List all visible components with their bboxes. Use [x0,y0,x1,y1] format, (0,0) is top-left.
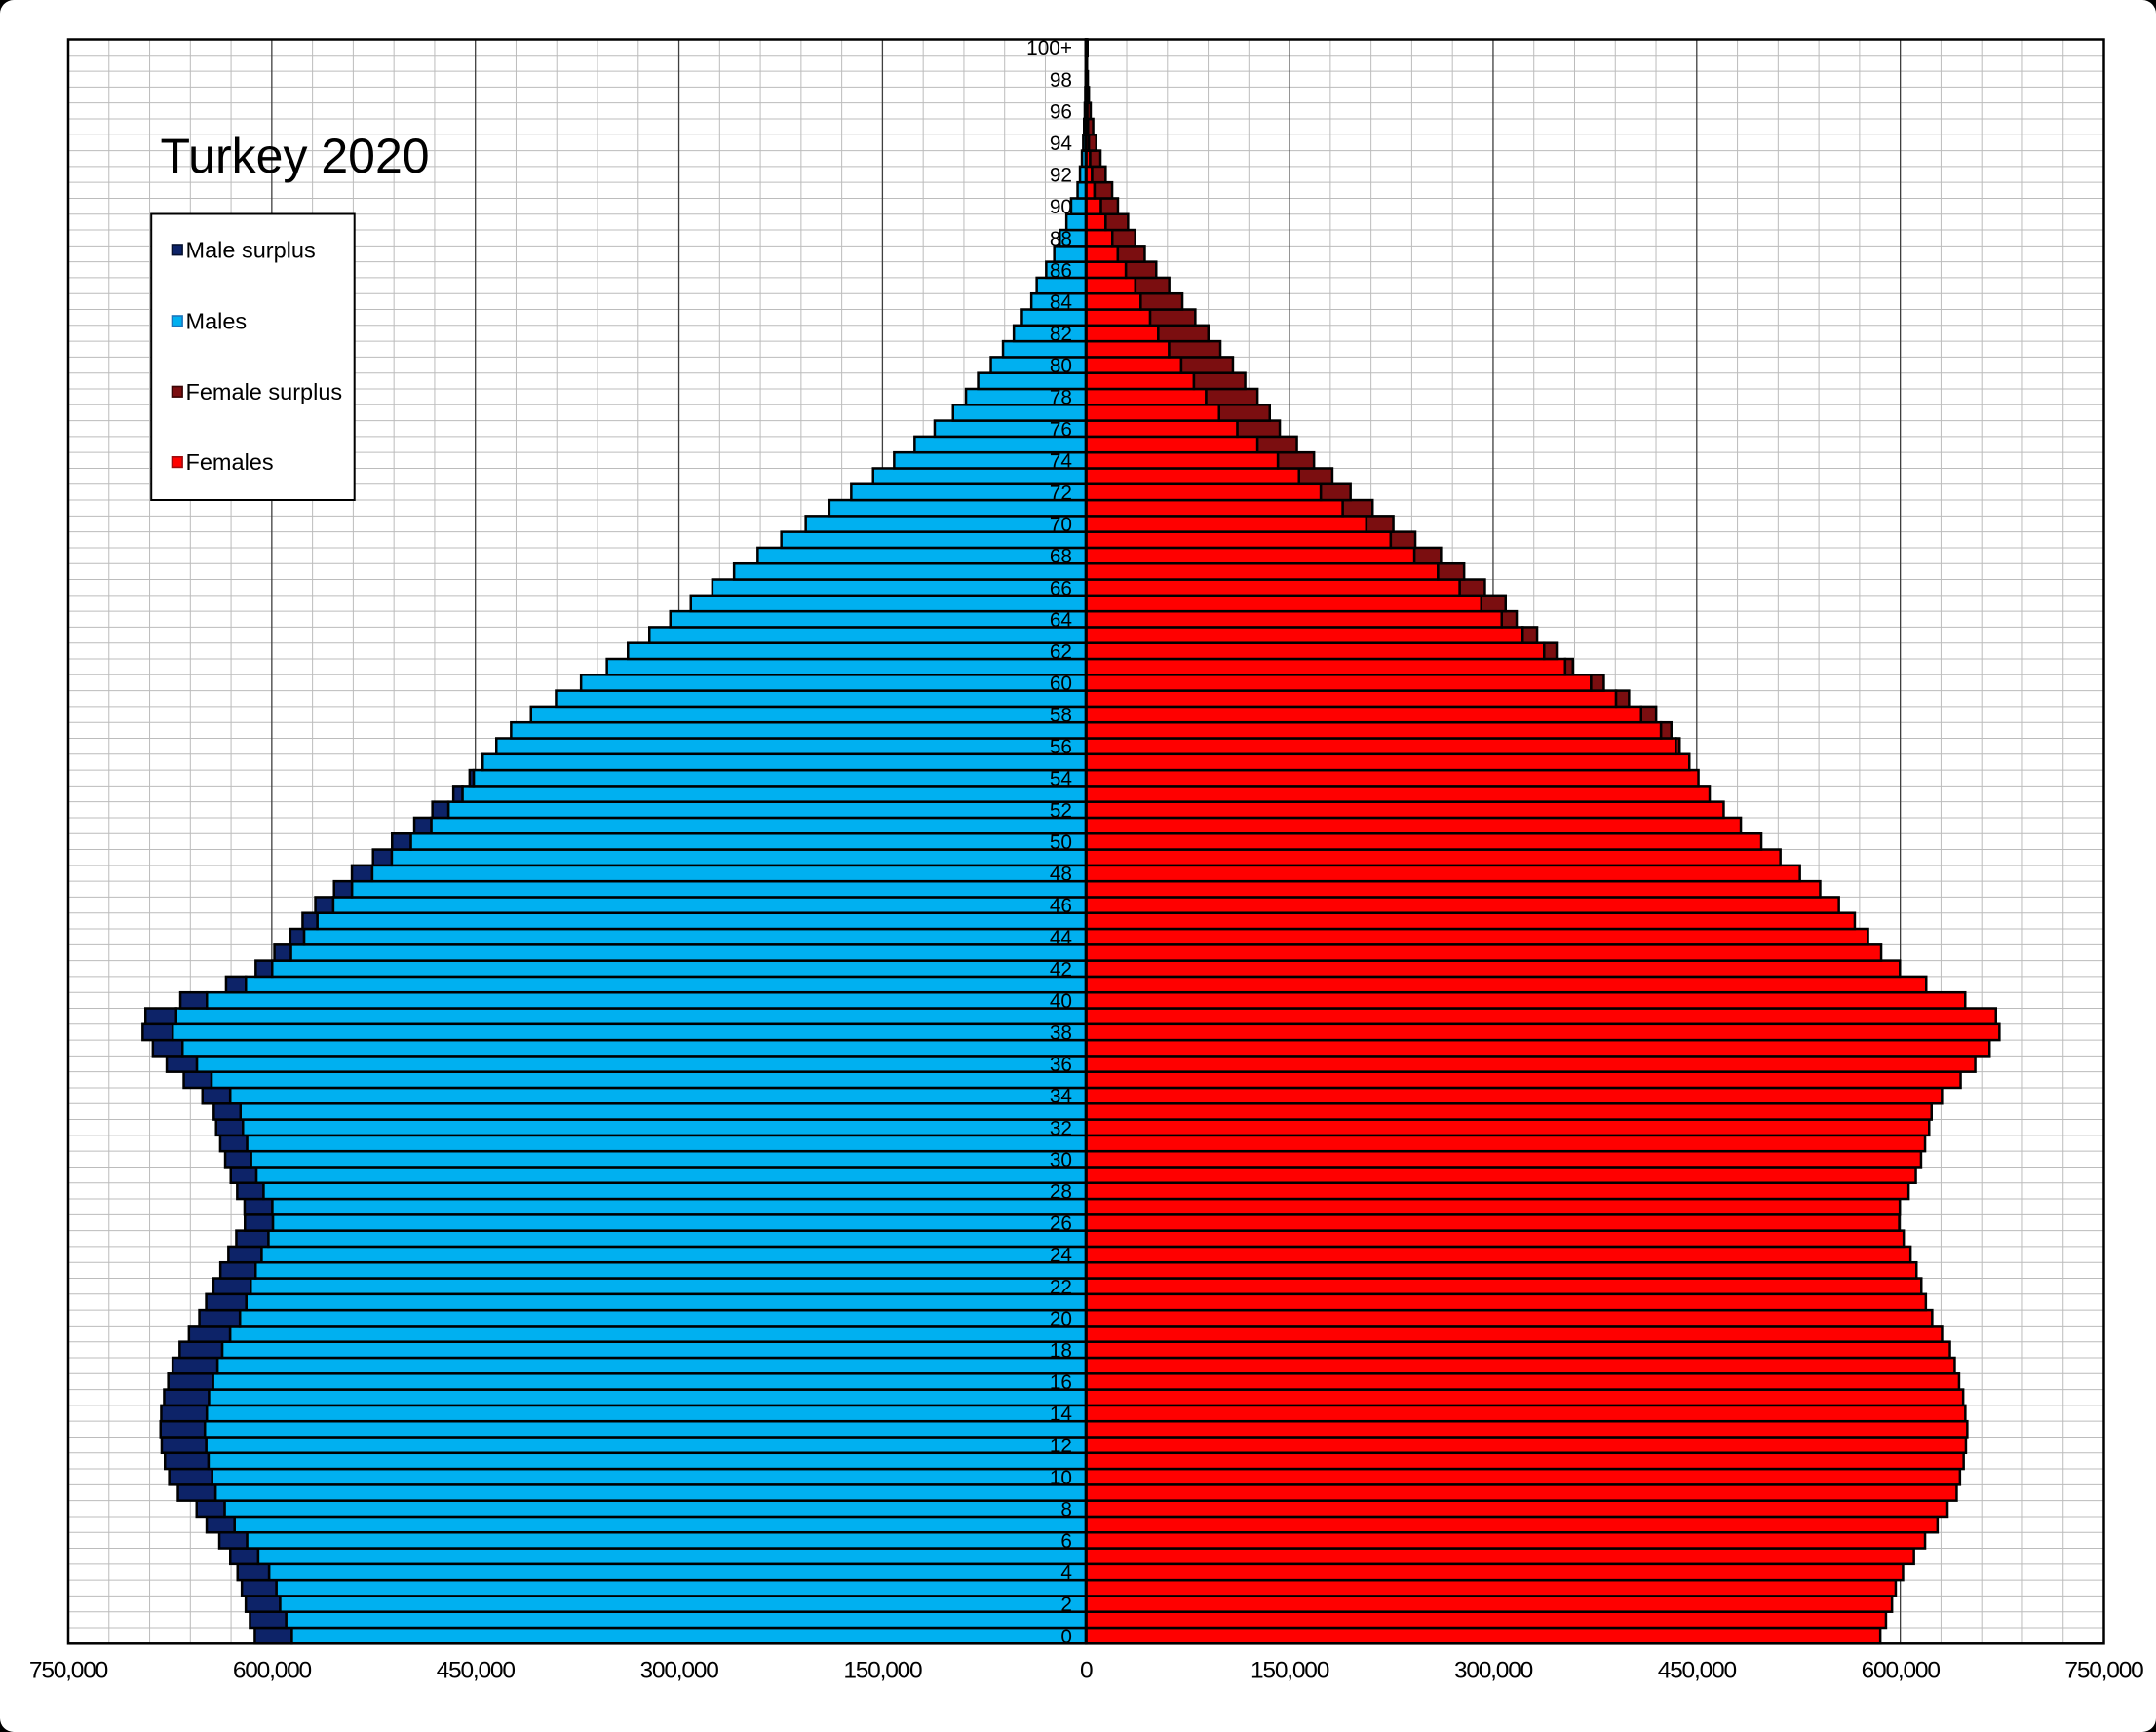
svg-text:32: 32 [1050,1117,1072,1139]
svg-text:150,000: 150,000 [843,1657,922,1683]
svg-text:Females: Females [186,449,274,475]
svg-text:84: 84 [1050,291,1072,314]
svg-text:92: 92 [1050,165,1072,187]
svg-text:98: 98 [1050,69,1072,92]
svg-text:Turkey 2020: Turkey 2020 [161,129,430,183]
svg-text:10: 10 [1050,1467,1072,1489]
svg-text:54: 54 [1050,768,1072,790]
svg-text:56: 56 [1050,736,1072,758]
svg-text:4: 4 [1060,1562,1072,1585]
svg-text:86: 86 [1050,259,1072,282]
svg-text:66: 66 [1050,577,1072,599]
svg-text:48: 48 [1050,864,1072,886]
svg-text:750,000: 750,000 [2064,1657,2143,1683]
svg-text:50: 50 [1050,831,1072,854]
svg-text:74: 74 [1050,450,1072,473]
svg-text:750,000: 750,000 [29,1657,108,1683]
svg-text:94: 94 [1050,133,1072,155]
svg-text:Female surplus: Female surplus [186,379,343,404]
svg-text:68: 68 [1050,546,1072,568]
svg-text:14: 14 [1050,1404,1072,1426]
svg-text:96: 96 [1050,100,1072,123]
svg-text:70: 70 [1050,514,1072,536]
svg-text:76: 76 [1050,418,1072,441]
svg-text:40: 40 [1050,990,1072,1013]
svg-text:78: 78 [1050,387,1072,409]
svg-text:22: 22 [1050,1276,1072,1298]
svg-text:90: 90 [1050,196,1072,218]
svg-text:6: 6 [1060,1530,1072,1553]
svg-text:450,000: 450,000 [437,1657,516,1683]
svg-text:80: 80 [1050,355,1072,377]
svg-text:450,000: 450,000 [1658,1657,1737,1683]
svg-text:34: 34 [1050,1086,1072,1108]
svg-text:38: 38 [1050,1022,1072,1045]
svg-text:26: 26 [1050,1212,1072,1235]
svg-text:0: 0 [1060,1626,1072,1648]
svg-text:Males: Males [186,308,248,333]
svg-text:600,000: 600,000 [1862,1657,1941,1683]
svg-text:100+: 100+ [1026,37,1072,59]
svg-text:8: 8 [1060,1498,1072,1520]
svg-text:150,000: 150,000 [1251,1657,1329,1683]
svg-text:2: 2 [1060,1594,1072,1616]
svg-text:44: 44 [1050,927,1072,949]
svg-text:28: 28 [1050,1181,1072,1204]
svg-text:88: 88 [1050,228,1072,250]
svg-text:30: 30 [1050,1149,1072,1172]
svg-text:46: 46 [1050,895,1072,917]
svg-text:300,000: 300,000 [1454,1657,1533,1683]
svg-text:600,000: 600,000 [233,1657,312,1683]
svg-text:300,000: 300,000 [640,1657,719,1683]
svg-text:42: 42 [1050,958,1072,981]
svg-text:36: 36 [1050,1054,1072,1076]
svg-text:64: 64 [1050,609,1072,632]
svg-text:12: 12 [1050,1435,1072,1457]
svg-text:52: 52 [1050,799,1072,822]
svg-text:0: 0 [1080,1657,1093,1683]
svg-text:16: 16 [1050,1371,1072,1394]
svg-text:82: 82 [1050,324,1072,346]
svg-text:60: 60 [1050,673,1072,695]
svg-text:72: 72 [1050,482,1072,505]
svg-text:24: 24 [1050,1245,1072,1267]
svg-text:58: 58 [1050,705,1072,727]
svg-text:Male surplus: Male surplus [186,237,316,262]
svg-text:62: 62 [1050,641,1072,664]
svg-text:18: 18 [1050,1339,1072,1362]
svg-text:20: 20 [1050,1308,1072,1330]
